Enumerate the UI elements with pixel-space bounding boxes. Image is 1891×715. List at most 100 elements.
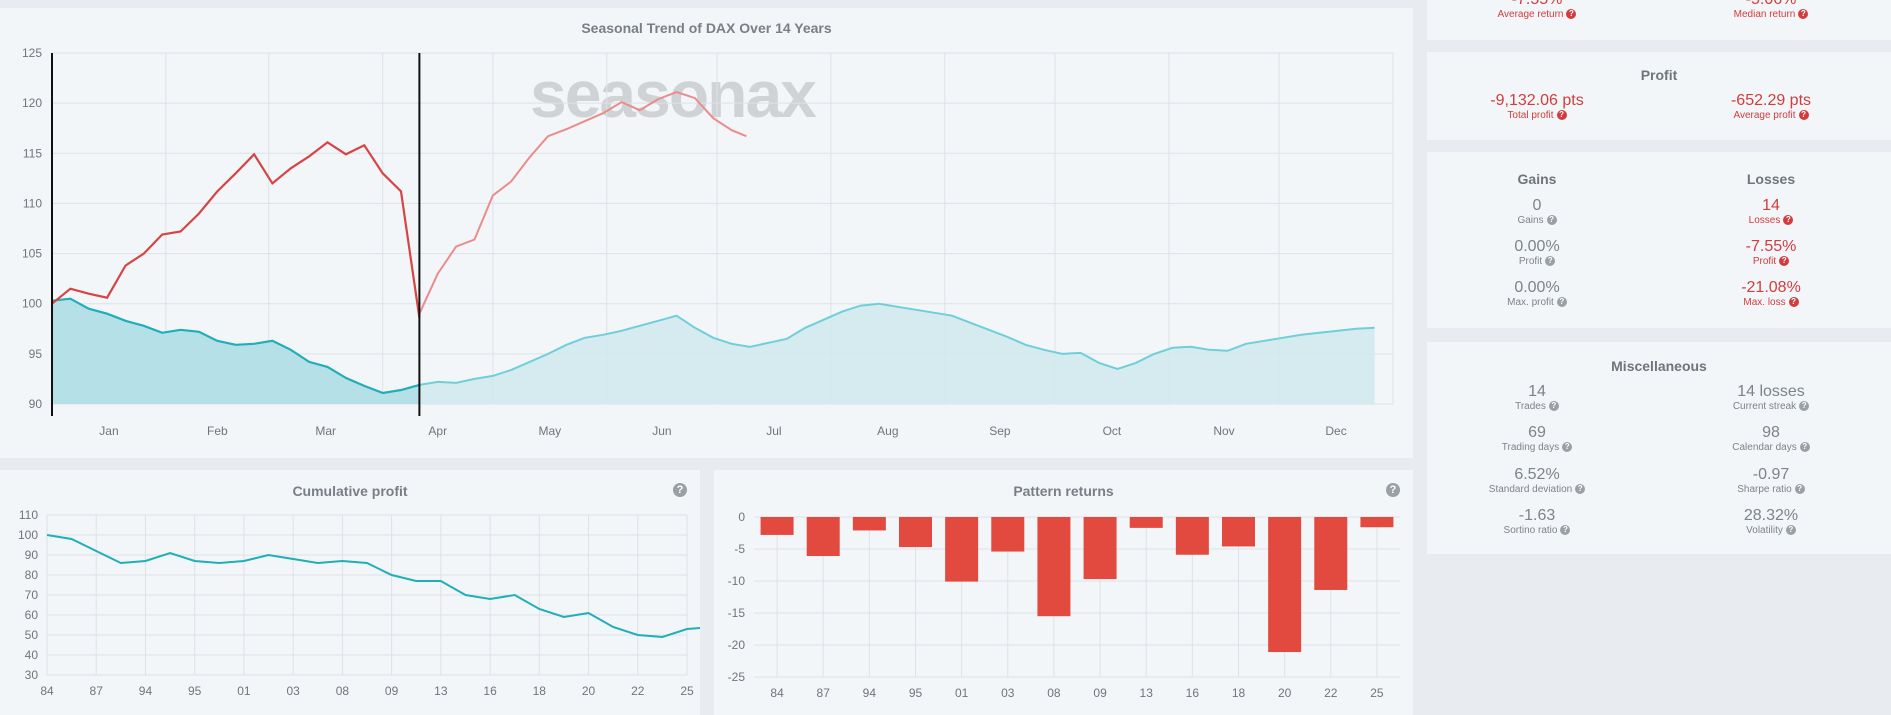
volatility-stat: 28.32% Volatility?	[1661, 507, 1881, 537]
x-tick-label: 84	[770, 686, 784, 700]
y-tick-label: 40	[25, 648, 39, 662]
gains-profit-help-icon[interactable]: ?	[1545, 256, 1556, 267]
x-tick-label: 16	[483, 684, 497, 698]
seasonal-chart[interactable]: 90 95 100 105 110 115 120 125 Jan Feb Mar Apr May Jun…	[0, 8, 1413, 458]
average-return-help-icon[interactable]: ?	[1566, 9, 1577, 20]
month-tick-label: Jul	[766, 424, 781, 438]
max-profit-help-icon[interactable]: ?	[1556, 297, 1567, 308]
median-return-help-icon[interactable]: ?	[1798, 9, 1809, 20]
total-profit-stat: -9,132.06 pts Total profit?	[1427, 92, 1647, 122]
volatility-help-icon[interactable]: ?	[1785, 525, 1796, 536]
current-year-line	[51, 140, 421, 318]
y-tick-label: 90	[25, 548, 39, 562]
total-profit-help-icon[interactable]: ?	[1556, 110, 1567, 121]
y-tick-label: 95	[29, 347, 43, 361]
gains-count-value: 0	[1532, 197, 1542, 214]
standard-deviation-help-icon[interactable]: ?	[1575, 484, 1586, 495]
pattern-return-bar	[1314, 517, 1348, 590]
max-loss-help-icon[interactable]: ?	[1788, 297, 1799, 308]
max-profit-label: Max. profit	[1507, 297, 1554, 308]
pattern-returns-title: Pattern returns	[1013, 483, 1114, 499]
month-tick-label: May	[538, 424, 561, 438]
month-tick-label: Oct	[1103, 424, 1122, 438]
trading-days-value: 69	[1528, 424, 1546, 441]
sharpe-ratio-help-icon[interactable]: ?	[1794, 484, 1805, 495]
x-tick-label: 25	[680, 684, 694, 698]
calendar-days-stat: 98 Calendar days?	[1661, 424, 1881, 454]
y-tick-label: 60	[25, 608, 39, 622]
sortino-ratio-help-icon[interactable]: ?	[1560, 525, 1571, 536]
x-tick-label: 13	[1140, 686, 1154, 700]
max-loss-stat: -21.08% Max. loss?	[1661, 279, 1881, 309]
month-tick-label: Aug	[877, 424, 898, 438]
x-tick-label: 18	[533, 684, 547, 698]
sortino-ratio-stat: -1.63 Sortino ratio?	[1427, 507, 1647, 537]
seasonal-chart-title: Seasonal Trend of DAX Over 14 Years	[581, 20, 832, 36]
x-tick-label: 95	[188, 684, 202, 698]
x-tick-label: 18	[1232, 686, 1246, 700]
y-tick-label: 80	[25, 568, 39, 582]
cumulative-help-icon[interactable]: ?	[673, 483, 687, 497]
pattern-return-bar	[806, 517, 840, 557]
calendar-days-label: Calendar days	[1732, 442, 1797, 453]
losses-count-value: 14	[1762, 197, 1780, 214]
current-streak-stat: 14 losses Current streak?	[1661, 383, 1881, 413]
current-streak-label: Current streak	[1732, 401, 1797, 412]
seasonal-selection-area	[52, 298, 420, 404]
sortino-ratio-value: -1.63	[1518, 507, 1556, 524]
current-streak-help-icon[interactable]: ?	[1799, 401, 1810, 412]
cumulative-profit-panel: Cumulative profit ? 30 40 50 60 70 80 90 100 110…	[0, 470, 700, 715]
y-tick-label: -10	[728, 574, 746, 588]
x-tick-label: 95	[909, 686, 923, 700]
miscellaneous-section-title: Miscellaneous	[1611, 358, 1707, 374]
gains-section-title: Gains	[1517, 171, 1557, 187]
gains-count-help-icon[interactable]: ?	[1546, 215, 1557, 226]
x-tick-label: 13	[434, 684, 448, 698]
x-tick-label: 08	[1047, 686, 1061, 700]
month-tick-label: Dec	[1325, 424, 1346, 438]
miscellaneous-panel: Miscellaneous 14 Trades? 69 Trading days…	[1427, 342, 1891, 554]
x-tick-label: 84	[40, 684, 54, 698]
current-streak-value: 14 losses	[1737, 383, 1805, 400]
pattern-returns-chart[interactable]: 0 -5 -10 -15 -20 -25 84 87 94 95 01 03 08 09 13 16 18 20 2…	[714, 470, 1413, 715]
x-tick-label: 16	[1186, 686, 1200, 700]
x-tick-label: 01	[237, 684, 251, 698]
standard-deviation-value: 6.52%	[1514, 466, 1560, 483]
cumulative-profit-chart[interactable]: 30 40 50 60 70 80 90 100 110 84 87 94 95 01 03 08 09 13 16…	[0, 470, 700, 715]
max-loss-label: Max. loss	[1743, 297, 1786, 308]
losses-count-stat: 14 Losses?	[1661, 197, 1881, 227]
x-tick-label: 09	[1093, 686, 1107, 700]
trading-days-help-icon[interactable]: ?	[1562, 442, 1573, 453]
month-tick-label: Mar	[315, 424, 336, 438]
max-profit-value: 0.00%	[1514, 279, 1560, 296]
gains-profit-stat: 0.00% Profit?	[1427, 238, 1647, 268]
y-tick-label: -20	[728, 638, 746, 652]
standard-deviation-stat: 6.52% Standard deviation?	[1427, 466, 1647, 496]
losses-count-help-icon[interactable]: ?	[1783, 215, 1794, 226]
losses-profit-help-icon[interactable]: ?	[1779, 256, 1790, 267]
returns-stats-panel: -7.55% Average return? -5.06% Median ret…	[1427, 0, 1891, 40]
average-profit-value: -652.29 pts	[1730, 92, 1812, 109]
y-tick-label: -5	[734, 542, 745, 556]
total-profit-value: -9,132.06 pts	[1490, 92, 1584, 109]
y-tick-label: 115	[23, 146, 42, 160]
x-tick-label: 09	[385, 684, 399, 698]
x-tick-label: 25	[1370, 686, 1384, 700]
y-tick-label: 30	[25, 668, 39, 682]
y-tick-label: 100	[18, 528, 38, 542]
x-tick-label: 03	[286, 684, 300, 698]
volatility-value: 28.32%	[1743, 507, 1799, 524]
calendar-days-help-icon[interactable]: ?	[1799, 442, 1810, 453]
pattern-returns-panel: Pattern returns ? 0 -5 -10 -15 -20 -25 84 87 94 9…	[714, 470, 1413, 715]
average-profit-help-icon[interactable]: ?	[1798, 110, 1809, 121]
trades-help-icon[interactable]: ?	[1548, 401, 1559, 412]
x-tick-label: 03	[1001, 686, 1015, 700]
pattern-help-icon[interactable]: ?	[1386, 483, 1400, 497]
profit-panel: Profit -9,132.06 pts Total profit? -652.…	[1427, 52, 1891, 140]
y-tick-label: -15	[728, 606, 746, 620]
total-profit-label: Total profit	[1507, 110, 1554, 121]
current-year-line-continued	[418, 91, 747, 315]
seasonal-area-fill	[52, 298, 1375, 404]
y-tick-label: 105	[22, 247, 42, 261]
pattern-return-bar	[1360, 517, 1394, 528]
